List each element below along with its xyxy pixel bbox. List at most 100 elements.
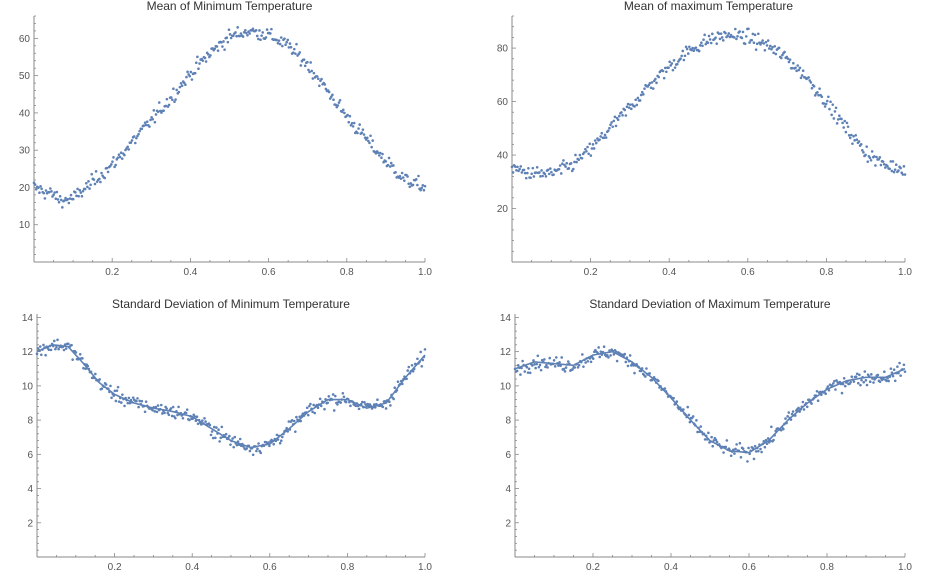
- data-point: [188, 74, 192, 78]
- data-point: [63, 199, 66, 202]
- data-point: [791, 410, 795, 413]
- data-point: [613, 115, 617, 119]
- data-point: [214, 436, 217, 440]
- data-point: [143, 410, 147, 414]
- data-point: [303, 64, 307, 68]
- data-point: [393, 386, 397, 390]
- data-point: [772, 51, 775, 55]
- data-point: [203, 416, 206, 420]
- data-point: [671, 68, 675, 72]
- data-point: [623, 108, 627, 112]
- data-point: [703, 438, 707, 441]
- data-point: [320, 77, 323, 81]
- data-point: [294, 430, 297, 433]
- data-point: [336, 104, 340, 107]
- data-point: [607, 129, 610, 132]
- data-point: [294, 52, 297, 55]
- data-point: [539, 175, 542, 178]
- data-point: [565, 161, 569, 165]
- data-point: [548, 356, 552, 360]
- data-point: [725, 439, 729, 442]
- data-point: [707, 34, 711, 38]
- data-point: [281, 435, 284, 439]
- data-point: [371, 139, 375, 142]
- data-point: [849, 380, 852, 384]
- y-tick-label: 14: [22, 313, 34, 324]
- data-point: [751, 32, 755, 36]
- data-point: [211, 436, 215, 440]
- data-point: [854, 133, 858, 137]
- data-point: [800, 74, 804, 77]
- data-point: [531, 364, 534, 367]
- data-point: [347, 120, 351, 124]
- data-point: [59, 198, 63, 202]
- data-point: [293, 47, 296, 51]
- data-point: [799, 76, 803, 80]
- data-point: [50, 190, 53, 193]
- data-point: [188, 418, 191, 422]
- data-point: [150, 116, 153, 119]
- data-point: [409, 182, 413, 185]
- data-point: [691, 46, 694, 50]
- chart-panel-4: Standard Deviation of Maximum Temperatur…: [500, 297, 913, 573]
- data-point: [68, 197, 72, 200]
- data-point: [640, 90, 644, 94]
- data-point: [832, 382, 835, 385]
- data-point: [197, 67, 200, 71]
- data-point: [577, 363, 581, 367]
- data-point: [398, 174, 402, 178]
- data-point: [130, 139, 134, 142]
- data-point: [670, 62, 674, 65]
- data-point: [816, 399, 820, 402]
- data-point: [44, 353, 47, 357]
- data-point: [196, 55, 199, 59]
- data-point: [562, 367, 566, 371]
- data-point: [311, 77, 315, 80]
- data-point: [602, 136, 606, 140]
- data-point: [34, 187, 38, 191]
- data-point: [574, 153, 577, 157]
- data-point: [698, 44, 702, 47]
- data-point: [66, 197, 70, 201]
- data-point: [33, 183, 37, 186]
- data-point: [259, 451, 263, 455]
- data-point: [592, 147, 596, 150]
- data-point: [80, 194, 84, 198]
- data-point: [623, 352, 627, 356]
- data-point: [117, 153, 121, 156]
- data-point: [161, 412, 164, 415]
- data-point: [765, 442, 769, 445]
- data-point: [275, 433, 279, 437]
- data-point: [515, 168, 518, 172]
- data-point: [235, 34, 238, 38]
- data-point: [774, 52, 778, 56]
- data-point: [609, 123, 612, 127]
- data-point: [74, 351, 78, 354]
- data-point: [846, 125, 850, 129]
- data-point: [209, 54, 212, 57]
- data-point: [833, 110, 837, 113]
- data-point: [365, 404, 368, 408]
- data-point: [627, 106, 631, 109]
- data-point: [581, 353, 584, 356]
- data-point: [327, 395, 331, 398]
- data-point: [295, 415, 298, 419]
- data-point: [42, 343, 45, 347]
- data-point: [381, 152, 384, 156]
- data-point: [103, 176, 107, 180]
- data-point: [126, 145, 129, 149]
- data-point: [617, 114, 621, 118]
- data-point: [318, 84, 321, 88]
- data-point: [762, 440, 766, 443]
- data-point: [608, 349, 611, 352]
- data-point: [630, 107, 633, 111]
- data-point: [105, 166, 109, 170]
- x-tick-label: 0.4: [664, 562, 678, 573]
- data-point: [657, 75, 660, 79]
- data-point: [184, 83, 187, 87]
- data-point: [760, 41, 763, 44]
- data-point: [323, 83, 327, 86]
- data-point: [889, 367, 893, 370]
- data-point: [157, 101, 161, 104]
- data-point: [903, 370, 907, 373]
